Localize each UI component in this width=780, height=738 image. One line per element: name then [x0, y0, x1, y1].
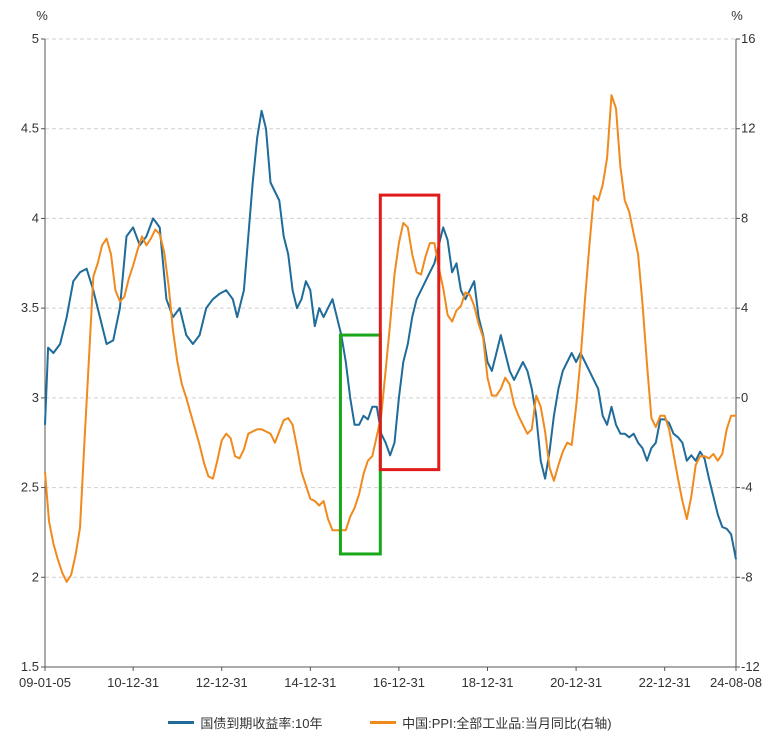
grid-layer	[45, 38, 736, 578]
legend-swatch-yield	[168, 721, 195, 724]
x-tick-label: 14-12-31	[284, 675, 336, 690]
left-tick-label: 2	[32, 569, 39, 584]
legend-item-ppi: 中国:PPI:全部工业品:当月同比(右轴)	[370, 713, 612, 732]
x-tick-label: 10-12-31	[107, 675, 159, 690]
x-tick-label: 09-01-05	[19, 675, 71, 690]
x-tick-label: 22-12-31	[639, 675, 691, 690]
right-tick-label: -12	[741, 659, 760, 674]
series-line-yield	[44, 109, 737, 560]
right-tick-label: 16	[741, 31, 755, 46]
x-tick-label: 24-08-08	[710, 675, 762, 690]
x-tick-label: 12-12-31	[196, 675, 248, 690]
right-tick-label: 0	[741, 390, 748, 405]
left-tick-label: 4.5	[21, 121, 39, 136]
dual-axis-line-chart: 1.5 2 2.5 3 3.5 4 4.5 5 -12 -8 -4 0 4 8 12 16% % 09-01-05…	[19, 8, 762, 690]
right-tick-label: 12	[741, 121, 755, 136]
left-tick-label: 4	[32, 210, 39, 225]
legend: 国债到期收益率:10年 中国:PPI:全部工业品:当月同比(右轴)	[0, 712, 780, 732]
right-tick-label: -8	[741, 569, 753, 584]
left-tick-label: 3.5	[21, 300, 39, 315]
annotation-layer	[338, 193, 441, 556]
left-tick-label: 5	[32, 31, 39, 46]
left-axis-unit: %	[36, 8, 48, 23]
right-axis-unit: %	[731, 8, 743, 23]
right-tick-label: -4	[741, 480, 753, 495]
legend-label-yield: 国债到期收益率:10年	[200, 716, 323, 731]
highlight-box-red	[378, 193, 441, 472]
left-tick-label: 1.5	[21, 659, 39, 674]
legend-item-yield: 国债到期收益率:10年	[168, 713, 323, 732]
legend-swatch-ppi	[370, 721, 397, 724]
axis-layer: 1.5 2 2.5 3 3.5 4 4.5 5 -12 -8 -4 0 4 8 12 16% % 09-01-05…	[19, 8, 762, 690]
series-layer	[44, 94, 737, 583]
right-tick-label: 4	[741, 300, 748, 315]
series-line-ppi	[44, 94, 736, 583]
x-tick-label: 20-12-31	[550, 675, 602, 690]
left-tick-label: 2.5	[21, 480, 39, 495]
legend-label-ppi: 中国:PPI:全部工业品:当月同比(右轴)	[402, 716, 612, 731]
x-tick-label: 16-12-31	[373, 675, 425, 690]
right-tick-label: 8	[741, 210, 748, 225]
left-tick-label: 3	[32, 390, 39, 405]
x-tick-label: 18-12-31	[461, 675, 513, 690]
